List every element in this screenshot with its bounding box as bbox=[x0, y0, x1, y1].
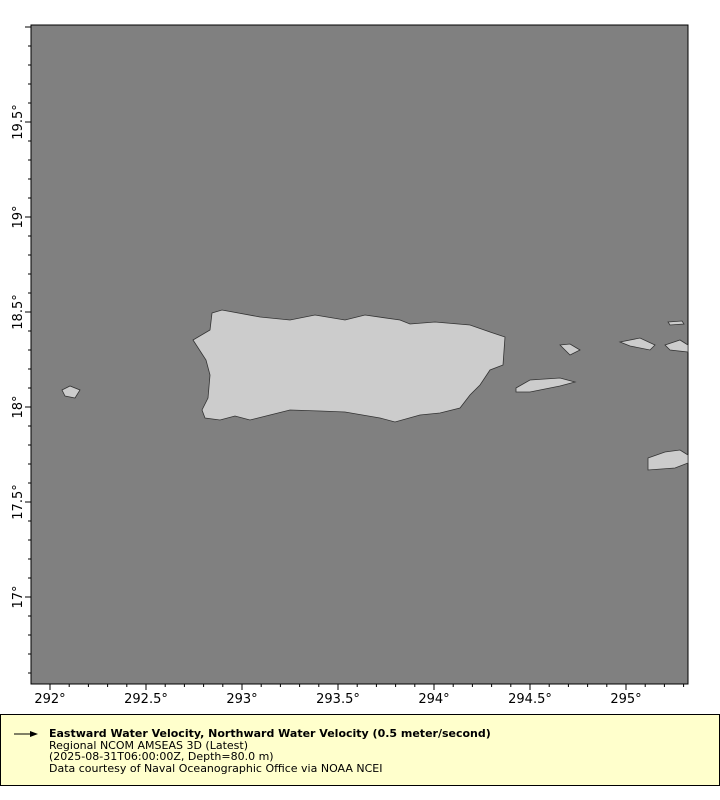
legend-dataset: Regional NCOM AMSEAS 3D (Latest) bbox=[49, 738, 248, 752]
map: 292° 292.5° 293° 293.5° 294° 294.5° 295°… bbox=[11, 24, 689, 707]
land bbox=[61, 309, 689, 471]
x-tick-label: 293.5° bbox=[316, 692, 360, 707]
y-tick-label: 17.5° bbox=[11, 484, 26, 519]
x-tick-label: 292° bbox=[34, 692, 65, 707]
axis-ticks bbox=[25, 26, 685, 690]
vector-arrow-icon bbox=[14, 731, 38, 737]
culebra bbox=[559, 343, 581, 356]
x-tick-label: 295° bbox=[610, 692, 641, 707]
y-tick-label: 18.5° bbox=[11, 294, 26, 329]
x-tick-label: 292.5° bbox=[124, 692, 168, 707]
puerto-rico bbox=[192, 309, 506, 423]
st-croix bbox=[647, 449, 689, 471]
x-tick-label: 294.5° bbox=[508, 692, 552, 707]
y-tick-label: 17° bbox=[11, 585, 26, 608]
mona-island bbox=[61, 385, 81, 399]
legend-credit: Data courtesy of Naval Oceanographic Off… bbox=[49, 761, 383, 775]
y-tick-label: 18° bbox=[11, 395, 26, 418]
legend: Eastward Water Velocity, Northward Water… bbox=[0, 714, 720, 786]
x-tick-label: 294° bbox=[418, 692, 449, 707]
y-tick-label: 19° bbox=[11, 205, 26, 228]
st-john bbox=[664, 339, 689, 353]
legend-time-depth: (2025-08-31T06:00:00Z, Depth=80.0 m) bbox=[49, 750, 274, 763]
x-tick-label: 293° bbox=[226, 692, 257, 707]
st-thomas bbox=[618, 337, 656, 351]
y-tick-label: 19.5° bbox=[11, 104, 26, 139]
legend-title: Eastward Water Velocity, Northward Water… bbox=[49, 727, 491, 740]
small-island bbox=[667, 320, 685, 326]
vieques bbox=[515, 377, 577, 393]
